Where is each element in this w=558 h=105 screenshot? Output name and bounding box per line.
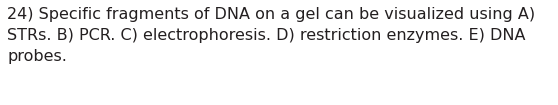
Text: 24) Specific fragments of DNA on a gel can be visualized using A)
STRs. B) PCR. : 24) Specific fragments of DNA on a gel c…	[7, 7, 535, 64]
